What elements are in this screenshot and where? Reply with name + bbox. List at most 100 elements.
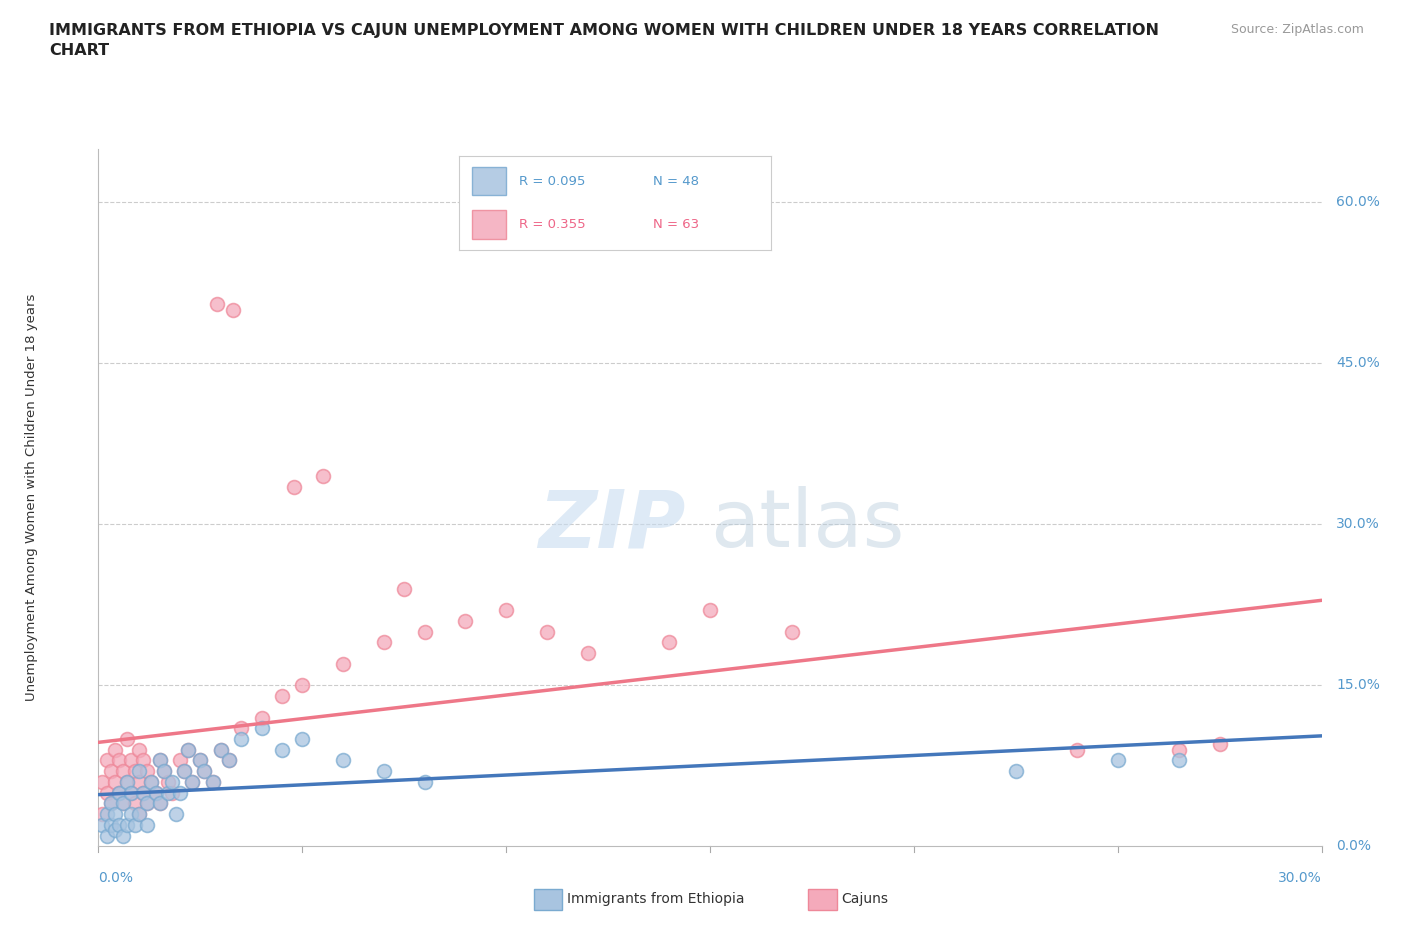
Point <box>124 796 146 811</box>
Point <box>149 753 172 768</box>
Text: 60.0%: 60.0% <box>1336 195 1381 209</box>
Point <box>100 817 122 832</box>
Point <box>413 624 436 639</box>
Point <box>160 785 183 800</box>
Point <box>156 775 179 790</box>
Point <box>454 614 477 629</box>
Point <box>188 753 212 768</box>
Point <box>218 753 240 768</box>
Point <box>136 817 159 832</box>
Point <box>96 828 118 843</box>
Point <box>91 806 114 821</box>
Point <box>141 775 163 790</box>
Point <box>132 785 155 800</box>
Point <box>115 775 138 790</box>
Point <box>332 657 354 671</box>
Point <box>1167 742 1189 757</box>
Point <box>1066 742 1088 757</box>
Point <box>291 732 314 747</box>
Point <box>115 775 138 790</box>
Point <box>149 796 172 811</box>
Point <box>120 753 142 768</box>
Point <box>120 806 142 821</box>
Point <box>1208 737 1232 751</box>
Point <box>136 796 159 811</box>
Point <box>173 764 195 778</box>
Point <box>128 764 150 778</box>
Point <box>108 785 131 800</box>
Point <box>373 635 395 650</box>
Point <box>149 753 172 768</box>
Point <box>270 742 294 757</box>
Point <box>111 828 134 843</box>
Point <box>283 479 305 494</box>
Point <box>136 764 159 778</box>
Text: atlas: atlas <box>710 486 904 565</box>
Point <box>291 678 314 693</box>
Point <box>152 764 174 778</box>
Point <box>120 785 142 800</box>
Text: Cajuns: Cajuns <box>841 892 887 907</box>
Point <box>132 785 155 800</box>
Point <box>1167 753 1189 768</box>
Point <box>111 796 134 811</box>
Point <box>181 775 204 790</box>
Point <box>104 823 127 838</box>
Point <box>536 624 558 639</box>
Point <box>780 624 803 639</box>
Point <box>270 688 294 703</box>
Point <box>149 796 172 811</box>
Point <box>96 753 118 768</box>
Text: 0.0%: 0.0% <box>1336 839 1371 854</box>
Text: Source: ZipAtlas.com: Source: ZipAtlas.com <box>1230 23 1364 36</box>
Point <box>181 775 204 790</box>
Point <box>104 806 127 821</box>
Point <box>132 753 155 768</box>
Point <box>173 764 195 778</box>
Point <box>124 764 146 778</box>
Point <box>169 785 191 800</box>
Text: IMMIGRANTS FROM ETHIOPIA VS CAJUN UNEMPLOYMENT AMONG WOMEN WITH CHILDREN UNDER 1: IMMIGRANTS FROM ETHIOPIA VS CAJUN UNEMPL… <box>49 23 1159 58</box>
Point <box>201 775 224 790</box>
Point <box>100 796 122 811</box>
Point <box>108 785 131 800</box>
Point <box>201 775 224 790</box>
Point <box>1004 764 1026 778</box>
Point <box>177 742 200 757</box>
Point <box>96 785 118 800</box>
Text: 30.0%: 30.0% <box>1278 870 1322 884</box>
Point <box>111 764 134 778</box>
Point <box>1107 753 1129 768</box>
Text: Unemployment Among Women with Children Under 18 years: Unemployment Among Women with Children U… <box>25 294 38 701</box>
Point <box>312 469 335 484</box>
Point <box>209 742 232 757</box>
Point <box>96 806 118 821</box>
Point <box>115 817 138 832</box>
Point <box>576 645 599 660</box>
Point <box>145 785 167 800</box>
Point <box>205 297 228 312</box>
Point <box>91 775 114 790</box>
Text: Immigrants from Ethiopia: Immigrants from Ethiopia <box>567 892 744 907</box>
Point <box>188 753 212 768</box>
Point <box>160 775 183 790</box>
Point <box>136 796 159 811</box>
Point <box>165 806 187 821</box>
Point <box>104 742 127 757</box>
Point <box>128 775 150 790</box>
Point <box>100 796 122 811</box>
Point <box>124 817 146 832</box>
Point <box>128 806 150 821</box>
Point <box>145 785 167 800</box>
Text: 45.0%: 45.0% <box>1336 356 1381 370</box>
Point <box>91 817 114 832</box>
Point <box>169 753 191 768</box>
Point <box>193 764 215 778</box>
Text: ZIP: ZIP <box>538 486 686 565</box>
Point <box>373 764 395 778</box>
Point <box>250 711 273 725</box>
Point <box>193 764 215 778</box>
Point <box>209 742 232 757</box>
Point <box>128 806 150 821</box>
Point <box>495 603 517 618</box>
